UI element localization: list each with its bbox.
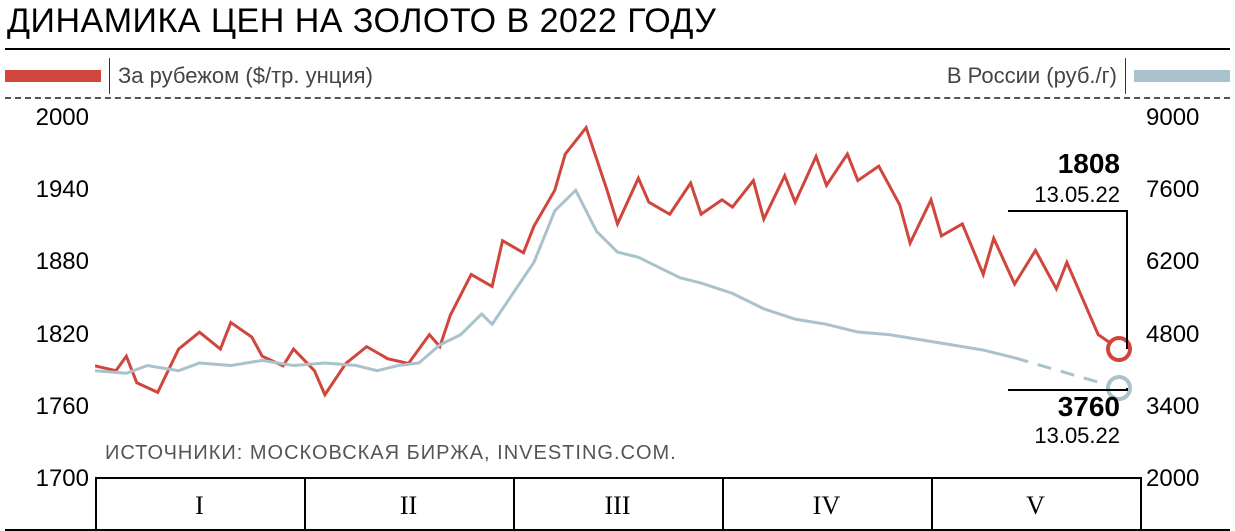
x-divider [931,477,933,529]
y-tick-right: 7600 [1146,176,1230,204]
chart-frame: ДИНАМИКА ЦЕН НА ЗОЛОТО В 2022 ГОДУ За ру… [0,0,1235,531]
callout-date-abroad: 13.05.22 [1034,182,1120,208]
x-divider [722,477,724,529]
series-end-marker [1106,336,1132,362]
x-label: II [400,491,417,521]
y-tick-left: 1760 [5,393,89,421]
x-divider [95,477,97,529]
plot-area: ИСТОЧНИКИ: МОСКОВСКАЯ БИРЖА, INVESTING.C… [95,118,1140,479]
x-divider [304,477,306,529]
y-axis-right: 200034004800620076009000 [1146,108,1230,479]
top-rule [5,48,1230,50]
line-canvas [95,118,1140,479]
x-label: I [195,491,204,521]
y-tick-right: 6200 [1146,248,1230,276]
legend-bottom-rule [5,97,1230,99]
legend-divider [109,58,110,94]
legend-label-abroad: За рубежом ($/тр. унция) [118,63,373,89]
legend-left: За рубежом ($/тр. унция) [5,58,373,94]
y-tick-right: 4800 [1146,321,1230,349]
legend-divider [1125,58,1126,94]
source-label: ИСТОЧНИКИ: МОСКОВСКАЯ БИРЖА, INVESTING.C… [105,442,677,465]
legend-right: В России (руб./г) [947,58,1230,94]
callout-leader [1126,388,1128,391]
legend-label-russia: В России (руб./г) [947,63,1117,89]
legend-row: За рубежом ($/тр. унция) В России (руб./… [5,58,1230,94]
y-tick-left: 1820 [5,321,89,349]
x-label: IV [813,491,840,521]
y-tick-right: 3400 [1146,393,1230,421]
callout-date-russia: 13.05.22 [1034,423,1120,449]
series-line [95,190,1015,373]
legend-swatch-abroad [5,70,101,82]
callout-leader [1126,210,1128,349]
callout-value-russia: 3760 [1058,391,1120,423]
series-line [1015,358,1120,388]
series-line [95,128,1119,395]
legend-swatch-russia [1134,70,1230,82]
x-divider [513,477,515,529]
y-tick-left: 1880 [5,248,89,276]
callout-value-abroad: 1808 [1058,148,1120,180]
y-tick-right: 9000 [1146,104,1230,132]
callout-leader [1008,389,1128,391]
x-label: III [605,491,631,521]
x-label: V [1026,491,1045,521]
x-axis-row: IIIIIIIVV [5,477,1230,531]
y-axis-left: 170017601820188019402000 [5,108,89,479]
x-divider [1140,477,1142,529]
callout-leader [1008,210,1128,212]
y-tick-left: 2000 [5,104,89,132]
y-tick-left: 1940 [5,176,89,204]
chart-title: ДИНАМИКА ЦЕН НА ЗОЛОТО В 2022 ГОДУ [7,2,716,41]
chart-area: 170017601820188019402000 200034004800620… [5,108,1230,479]
